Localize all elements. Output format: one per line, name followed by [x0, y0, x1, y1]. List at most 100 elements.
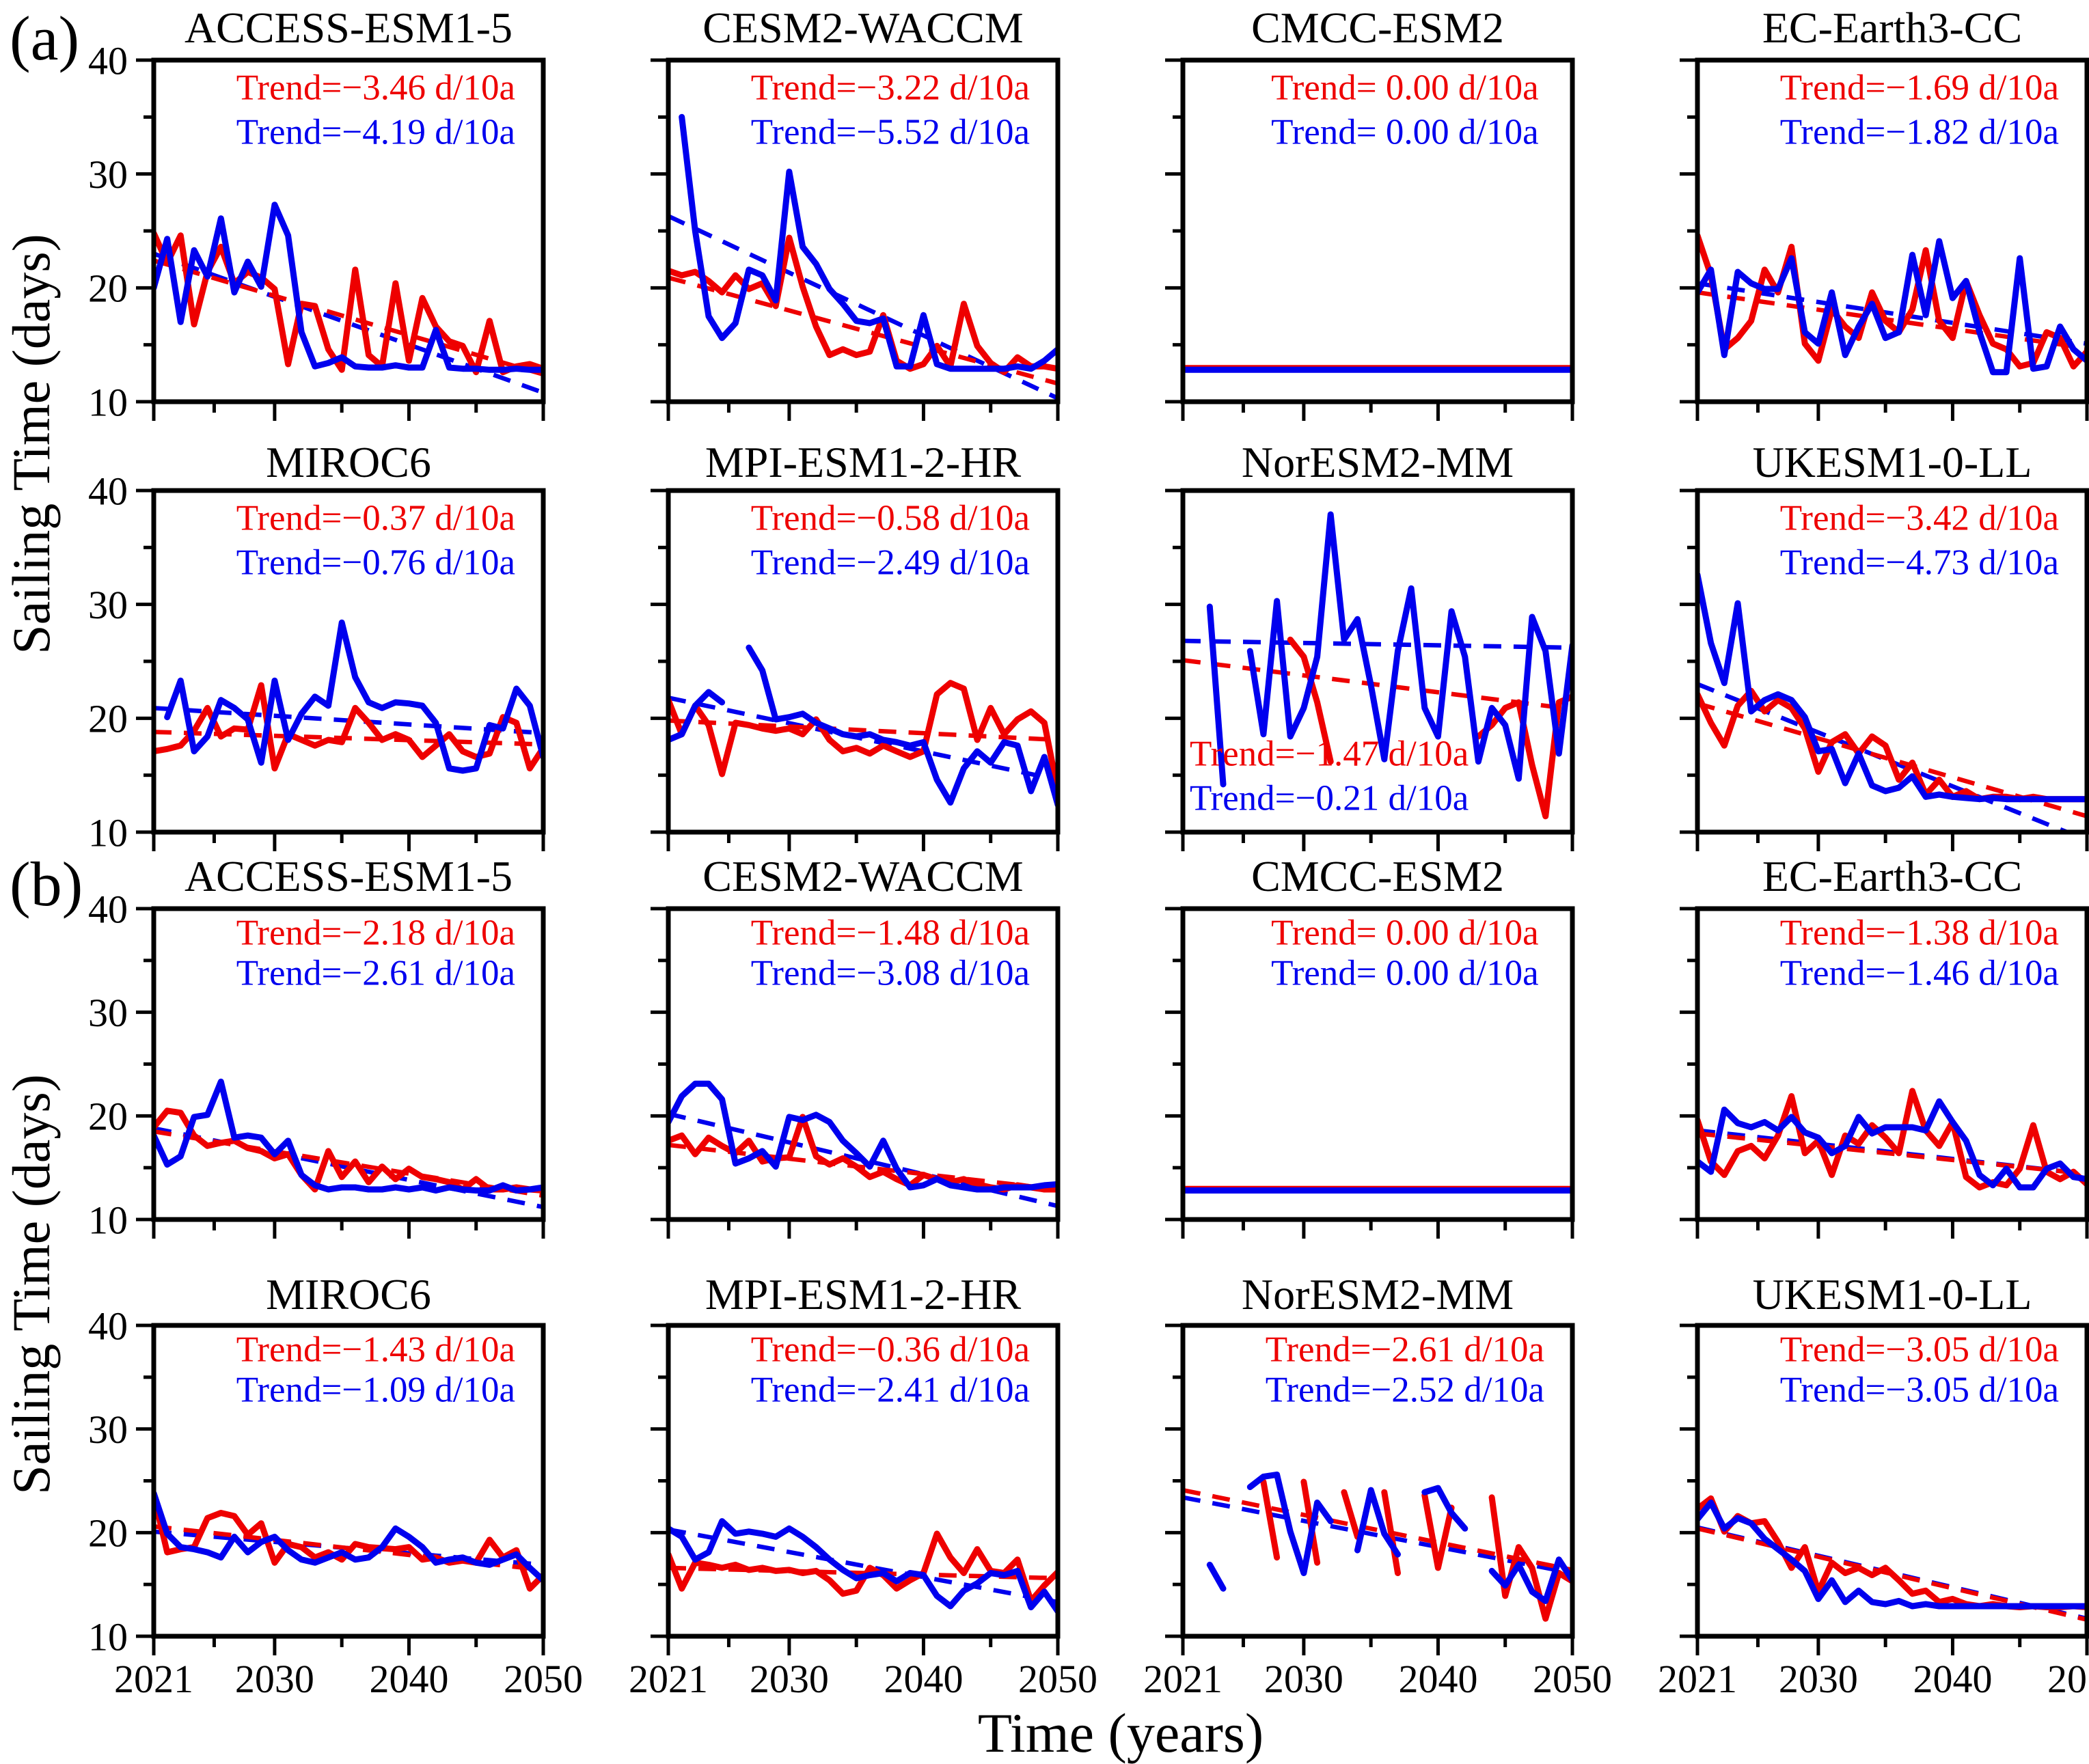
trend-label-blue: Trend=−1.09 d/10a: [236, 1370, 515, 1409]
plot-frame: [1180, 488, 1575, 835]
series-blue: [154, 1078, 543, 1194]
trend-line-blue: [1697, 281, 2087, 346]
x-axis-title: Time (years): [977, 1702, 1264, 1764]
subplot-title-a-access-esm1-5: ACCESS-ESM1-5: [184, 3, 513, 52]
trend-label-red: Trend=−3.05 d/10a: [1780, 1329, 2059, 1369]
y-tick-label: 20: [88, 697, 128, 741]
plot-frame: [151, 488, 546, 835]
subplot-title-a-ec-earth3-cc: EC-Earth3-CC: [1762, 3, 2023, 52]
plot-frame: [1180, 57, 1575, 404]
trend-label-red: Trend=−2.61 d/10a: [1266, 1329, 1544, 1369]
y-tick-label: 10: [88, 380, 128, 424]
trend-label-red: Trend=−0.58 d/10a: [751, 499, 1030, 538]
trend-label-red: Trend=−1.69 d/10a: [1780, 68, 2059, 108]
y-tick-label: 10: [88, 1614, 128, 1659]
trend-line-red: [1183, 1487, 1572, 1573]
series-blue: [1206, 1471, 1572, 1604]
plot-frame: [1180, 1323, 1575, 1639]
trend-label-blue: Trend=−4.19 d/10a: [236, 113, 515, 152]
x-tick-label: 2040: [1913, 1657, 1992, 1701]
y-tick-label: 10: [88, 1198, 128, 1242]
series-red: [154, 1492, 543, 1592]
y-tick-label: 40: [88, 1304, 128, 1348]
subplot-a-cesm2-waccm: Trend=−3.22 d/10a Trend=−5.52 d/10a: [651, 57, 1061, 421]
trend-label-blue: Trend=−0.76 d/10a: [236, 543, 515, 583]
subplot-title-b-access-esm1-5: ACCESS-ESM1-5: [184, 852, 513, 900]
y-tick-label: 30: [88, 583, 128, 627]
trend-line-blue: [1183, 1495, 1572, 1575]
plot-frame: [151, 906, 546, 1222]
trend-line-blue: [668, 1527, 1058, 1605]
subplot-title-b-mpi-esm1-2-hr: MPI-ESM1-2-HR: [705, 1270, 1022, 1319]
trend-label-blue: Trend=−4.73 d/10a: [1780, 543, 2059, 583]
trend-line-blue: [668, 695, 1058, 782]
trend-label-red: Trend=−0.37 d/10a: [236, 499, 515, 538]
trend-label-blue: Trend=−2.61 d/10a: [236, 953, 515, 993]
subplot-title-b-noresm2-mm: NorESM2-MM: [1241, 1270, 1514, 1319]
trend-label-red: Trend=−0.36 d/10a: [751, 1329, 1030, 1369]
y-tick-label: 20: [88, 266, 128, 311]
trend-label-red: Trend=−2.18 d/10a: [236, 913, 515, 952]
trend-label-blue: Trend=−0.21 d/10a: [1190, 779, 1469, 818]
x-tick-label: 2050: [1533, 1657, 1612, 1701]
series-red: [1697, 232, 2087, 370]
x-tick-label: 2021: [1143, 1657, 1223, 1701]
trend-label-red: Trend=−1.43 d/10a: [236, 1329, 515, 1369]
x-tick-label: 2030: [235, 1657, 314, 1701]
trend-label-blue: Trend=−2.49 d/10a: [751, 543, 1030, 583]
trend-label-blue: Trend=−1.46 d/10a: [1780, 953, 2059, 993]
subplot-title-a-miroc6: MIROC6: [266, 438, 431, 486]
trend-line-red: [1697, 290, 2087, 350]
trend-label-red: Trend=−1.38 d/10a: [1780, 913, 2059, 952]
subplot-a-mpi-esm1-2-hr: Trend=−0.58 d/10a Trend=−2.49 d/10a: [651, 488, 1061, 851]
series-blue: [679, 113, 1058, 372]
subplot-a-access-esm1-5: 10 20 30 40 Trend=−3.46 d/10a Trend=−4.19 d/1…: [88, 38, 546, 424]
plot-frame: [1695, 57, 2089, 404]
y-tick-label: 30: [88, 152, 128, 197]
subplot-title-a-ukesm1-0-ll: UKESM1-0-LL: [1752, 438, 2032, 486]
plot-frame: [666, 57, 1061, 404]
series-blue: [164, 619, 543, 774]
series-blue: [1697, 1098, 2087, 1191]
subplot-title-b-cmcc-esm2: CMCC-ESM2: [1251, 852, 1504, 900]
plot-frame: [151, 57, 546, 404]
x-tick-label: 2050: [2047, 1657, 2089, 1701]
plot-frame: [666, 488, 1061, 835]
y-tick-label: 40: [88, 469, 128, 513]
series-blue: [154, 202, 543, 373]
x-tick-label: 2050: [1018, 1657, 1097, 1701]
series-blue: [154, 1490, 543, 1584]
subplot-title-b-miroc6: MIROC6: [266, 1270, 431, 1319]
subplot-title-a-mpi-esm1-2-hr: MPI-ESM1-2-HR: [705, 438, 1022, 486]
y-axis-title-panel-b: Sailing Time (days): [1, 1074, 61, 1495]
series-blue: [668, 1080, 1058, 1193]
subplot-a-miroc6: 10 20 30 40 Trend=−0.37 d/10a Trend=−0.76 d/1…: [88, 469, 546, 855]
panel-b-label: (b): [10, 849, 83, 919]
trend-label-red: Trend=−3.42 d/10a: [1780, 499, 2059, 538]
trend-label-red: Trend=−3.22 d/10a: [751, 68, 1030, 108]
trend-label-red: Trend=−1.48 d/10a: [751, 913, 1030, 952]
plot-frame: [666, 1323, 1061, 1639]
plot-frame: [666, 906, 1061, 1222]
series-red: [668, 234, 1058, 376]
trend-label-blue: Trend= 0.00 d/10a: [1271, 953, 1539, 993]
x-tick-label: 2040: [369, 1657, 448, 1701]
trend-label-blue: Trend=−3.08 d/10a: [751, 953, 1030, 993]
y-tick-label: 40: [88, 38, 128, 83]
series-red: [1697, 1088, 2087, 1191]
plot-frame: [1180, 906, 1575, 1222]
subplot-title-a-cmcc-esm2: CMCC-ESM2: [1251, 3, 1504, 52]
subplot-a-ec-earth3-cc: Trend=−1.69 d/10a Trend=−1.82 d/10a: [1680, 57, 2089, 421]
series-blue: [1697, 238, 2087, 376]
trend-line-red: [668, 1565, 1058, 1581]
trend-label-blue: Trend=−2.52 d/10a: [1266, 1370, 1544, 1409]
plot-frame: [1695, 906, 2089, 1222]
subplot-title-a-cesm2-waccm: CESM2-WACCM: [702, 3, 1024, 52]
x-tick-label: 2040: [1398, 1657, 1477, 1701]
panel-a-label: (a): [10, 3, 80, 73]
subplot-a-ukesm1-0-ll: Trend=−3.42 d/10a Trend=−4.73 d/10a: [1680, 488, 2089, 851]
